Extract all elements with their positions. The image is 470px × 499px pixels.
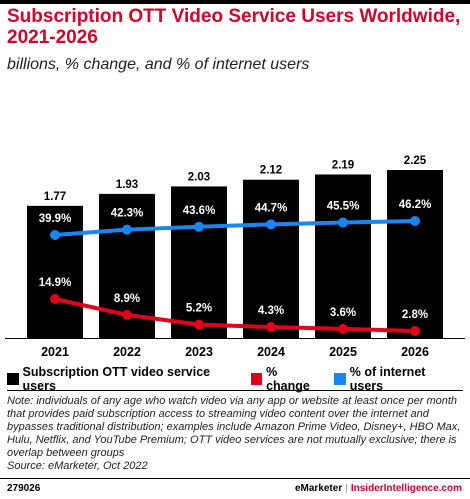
x-tick-2021: 2021 — [41, 345, 69, 359]
pct-internet-label-2022: 42.3% — [111, 208, 144, 220]
pct-change-label-2025: 3.6% — [330, 307, 356, 319]
brand-site-link[interactable]: InsiderIntelligence.com — [350, 483, 462, 494]
bar-label-2024: 2.12 — [260, 165, 282, 177]
combo-chart: 1.77 1.93 2.03 2.12 2.19 2.25 2021 2022 2023 2024… — [5, 155, 465, 359]
legend-item-pct-change: % change — [250, 365, 323, 393]
pct-change-label-2023: 5.2% — [186, 303, 212, 315]
bar-2025 — [315, 174, 371, 338]
note-text: Note: individuals of any age who watch v… — [7, 395, 461, 459]
x-tick-2023: 2023 — [185, 345, 213, 359]
bar-label-2026: 2.25 — [404, 155, 427, 167]
pct-change-point-2023 — [194, 319, 204, 330]
pct-change-point-2021 — [50, 294, 60, 304]
pct-change-point-2025 — [338, 323, 348, 334]
legend-label-users: Subscription OTT video service users — [22, 365, 211, 393]
legend-swatch-pct-change — [250, 373, 263, 385]
pct-change-point-2022 — [122, 309, 132, 320]
source-text: Source: eMarketer, Oct 2022 — [7, 460, 148, 472]
legend-swatch-pct-internet — [334, 373, 346, 385]
legend-label-pct-internet: % of internet users — [349, 365, 426, 393]
bar-2021 — [27, 205, 83, 338]
legend-item-pct-internet: % of internet users — [334, 365, 458, 393]
bar-2024 — [243, 179, 299, 338]
x-tick-2026: 2026 — [401, 345, 429, 359]
chart-title: Subscription OTT Video Service Users Wor… — [7, 6, 461, 48]
x-tick-2024: 2024 — [257, 345, 285, 359]
x-tick-2025: 2025 — [329, 345, 357, 359]
brand-separator: | — [345, 483, 348, 494]
pct-internet-point-2025 — [338, 217, 348, 228]
pct-change-label-2022: 8.9% — [114, 293, 140, 305]
chart-legend: Subscription OTT video service users % c… — [7, 365, 470, 393]
legend-item-users: Subscription OTT video service users — [7, 365, 239, 393]
pct-change-label-2021: 14.9% — [39, 277, 72, 289]
chart-subtitle: billions, % change, and % of internet us… — [7, 56, 310, 73]
chart-id: 279026 — [7, 483, 41, 494]
top-rule — [0, 0, 470, 4]
bar-label-2023: 2.03 — [188, 171, 210, 183]
chart-note: Note: individuals of any age who watch v… — [7, 395, 465, 473]
pct-internet-point-2024 — [266, 219, 276, 230]
brand-line: eMarketer | InsiderIntelligence.com — [295, 483, 462, 494]
pct-internet-line — [54, 219, 416, 237]
bar-label-2022: 1.93 — [116, 179, 138, 191]
footer: 279026 eMarketer | InsiderIntelligence.com — [0, 478, 470, 499]
pct-internet-point-2021 — [50, 230, 60, 240]
pct-change-line — [54, 297, 416, 333]
note-divider — [7, 390, 463, 391]
pct-internet-point-2026 — [410, 216, 420, 226]
pct-change-point-2024 — [266, 322, 276, 333]
bar-2026 — [387, 170, 443, 338]
brand-name: eMarketer — [294, 483, 343, 494]
pct-change-label-2024: 4.3% — [258, 305, 284, 317]
pct-internet-point-2022 — [122, 224, 132, 235]
bar-label-2025: 2.19 — [332, 159, 354, 171]
pct-internet-point-2023 — [194, 221, 204, 232]
pct-change-point-2026 — [410, 326, 420, 336]
pct-change-label-2026: 2.8% — [402, 309, 428, 321]
x-tick-2022: 2022 — [113, 345, 141, 359]
pct-internet-label-2025: 45.5% — [327, 201, 360, 213]
pct-internet-label-2021: 39.9% — [39, 213, 72, 225]
legend-swatch-users — [7, 373, 19, 385]
pct-internet-label-2026: 46.2% — [399, 199, 432, 211]
pct-internet-label-2024: 44.7% — [255, 202, 288, 214]
pct-internet-label-2023: 43.6% — [183, 205, 216, 217]
bar-label-2021: 1.77 — [44, 191, 66, 203]
bar-2023 — [171, 186, 227, 338]
legend-label-pct-change: % change — [266, 365, 310, 393]
